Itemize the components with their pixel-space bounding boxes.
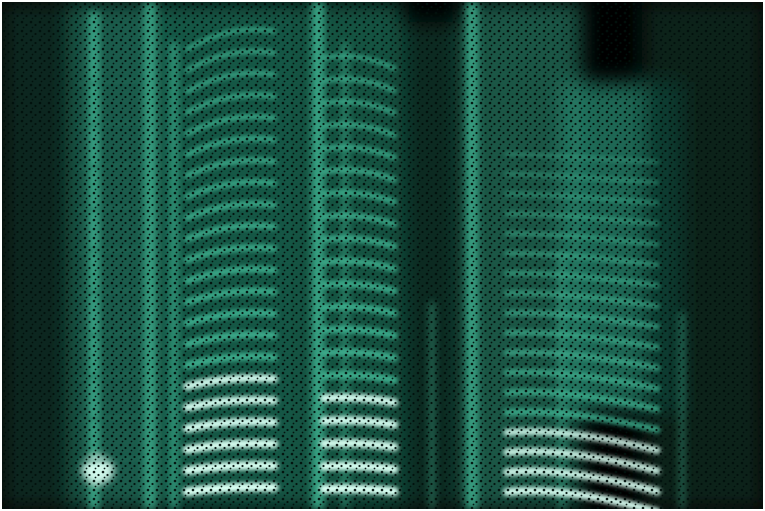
spectrogram-frame <box>2 2 763 509</box>
speckle-overlay <box>2 2 763 509</box>
spectrogram-image <box>2 2 763 509</box>
